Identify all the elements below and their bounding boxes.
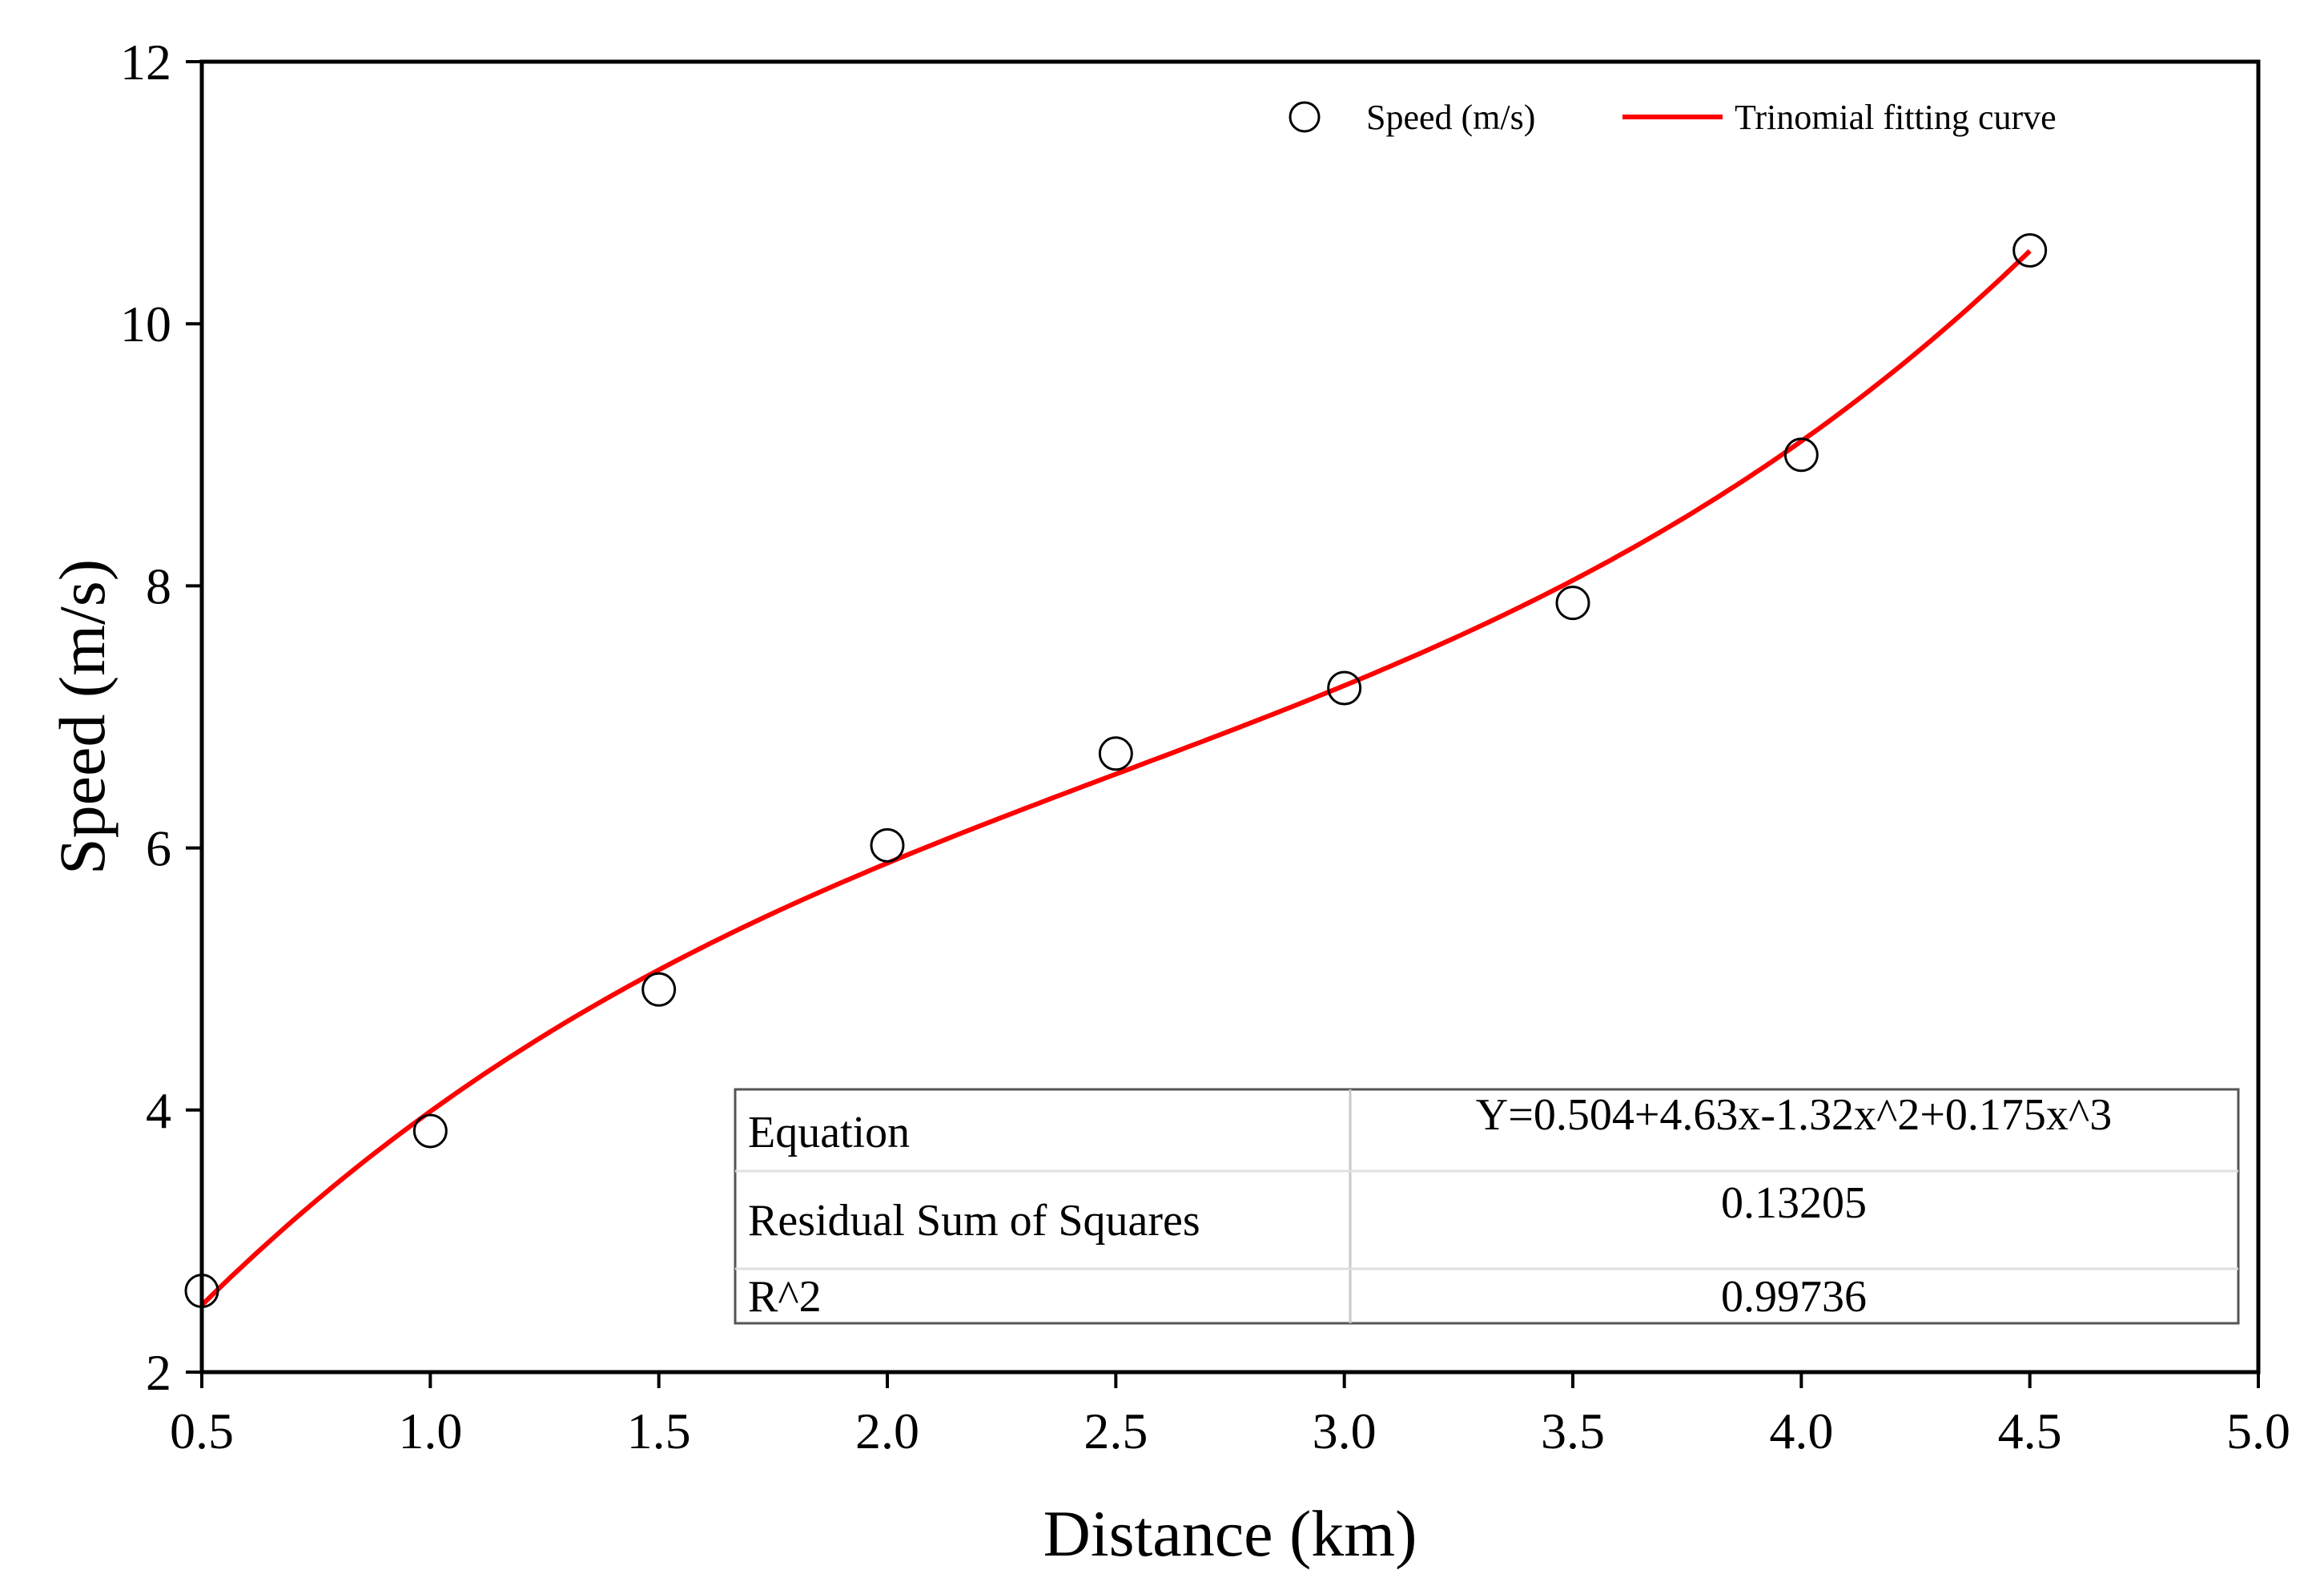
fit-table-label-equation: Equation (748, 1108, 910, 1157)
plot-frame (199, 59, 2261, 1375)
y-tick-label: 6 (146, 820, 171, 877)
x-tick-label: 2.0 (855, 1403, 919, 1459)
x-axis-ticks: 0.5 1.0 1.5 2.0 2.5 3.0 3.5 4.0 4.5 5.0 (170, 1372, 2290, 1459)
x-tick-label: 5.0 (2226, 1403, 2290, 1459)
fit-curve-line (199, 249, 2032, 1307)
data-point (1098, 736, 1133, 771)
fit-table-border (734, 1088, 2240, 1325)
data-point (1327, 670, 1362, 706)
legend-label-fit: Trinomial fitting curve (1735, 98, 2057, 137)
y-tick-label: 2 (146, 1344, 171, 1401)
legend-label-speed: Speed (m/s) (1366, 98, 1535, 137)
y-tick-label: 10 (120, 296, 171, 352)
x-tick-label: 2.5 (1084, 1403, 1148, 1459)
fit-table-value-equation: Y=0.504+4.63x-1.32x^2+0.175x^3 (1476, 1090, 2112, 1140)
legend: Speed (m/s) Trinomial fitting curve (1289, 98, 2057, 137)
fit-table-label-rss: Residual Sum of Squares (748, 1196, 1200, 1246)
x-tick-label: 1.5 (627, 1403, 691, 1459)
legend-marker-speed (1289, 101, 1321, 133)
x-axis-title: Distance (km) (1043, 1497, 1417, 1570)
data-point (412, 1113, 448, 1149)
x-tick-label: 3.0 (1313, 1403, 1377, 1459)
y-tick-label: 12 (120, 34, 171, 91)
fit-table: Equation Y=0.504+4.63x-1.32x^2+0.175x^3 … (734, 1088, 2240, 1325)
x-tick-label: 3.5 (1541, 1403, 1605, 1459)
fit-table-value-r2: 0.99736 (1721, 1272, 1867, 1322)
data-point (1783, 437, 1819, 473)
y-tick-label: 4 (146, 1082, 171, 1139)
data-point (1555, 586, 1590, 621)
y-axis-title: Speed (m/s) (46, 559, 119, 875)
scatter-points (184, 233, 2048, 1309)
fit-table-value-rss: 0.13205 (1721, 1178, 1867, 1228)
y-tick-label: 8 (146, 557, 171, 614)
x-tick-label: 4.0 (1769, 1403, 1833, 1459)
x-tick-label: 4.5 (1998, 1403, 2062, 1459)
x-tick-label: 1.0 (398, 1403, 462, 1459)
data-point (870, 827, 905, 863)
data-point (2012, 233, 2048, 268)
data-point (641, 972, 677, 1007)
x-tick-label: 0.5 (170, 1403, 234, 1459)
y-axis-ticks: 2 4 6 8 10 12 (120, 34, 202, 1401)
fit-table-label-r2: R^2 (748, 1272, 822, 1322)
